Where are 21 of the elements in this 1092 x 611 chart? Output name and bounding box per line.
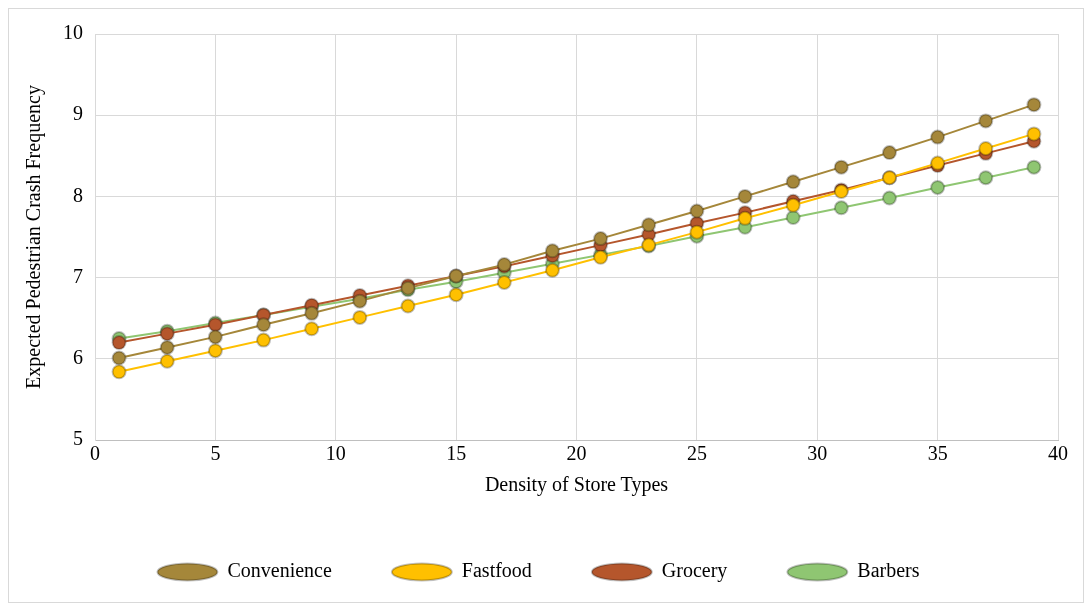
y-tick-label: 10	[63, 21, 83, 44]
x-tick-label: 30	[807, 442, 828, 465]
legend-label: Grocery	[661, 559, 728, 583]
y-tick-label: 8	[73, 183, 83, 206]
x-tick-label: 15	[446, 442, 467, 465]
x-tick-label: 10	[325, 442, 346, 465]
y-axis-title: Expected Pedestrian Crash Frequency	[22, 85, 46, 389]
legend-label: Barbers	[857, 559, 920, 582]
y-tick-label: 7	[73, 264, 83, 287]
legend-label: Fastfood	[461, 559, 532, 582]
legend-label: Convenience	[227, 559, 332, 582]
y-tick-label: 9	[73, 102, 83, 125]
x-tick-label: 40	[1048, 442, 1068, 465]
y-tick-label: 6	[73, 346, 83, 369]
x-tick-label: 35	[927, 442, 948, 465]
x-tick-label: 25	[686, 442, 707, 465]
x-axis-title: Density of Store Types	[484, 473, 669, 497]
x-tick-label: 20	[566, 442, 587, 465]
y-tick-label: 5	[73, 427, 83, 450]
x-tick-label: 0	[90, 442, 100, 465]
x-tick-label: 5	[210, 442, 221, 465]
